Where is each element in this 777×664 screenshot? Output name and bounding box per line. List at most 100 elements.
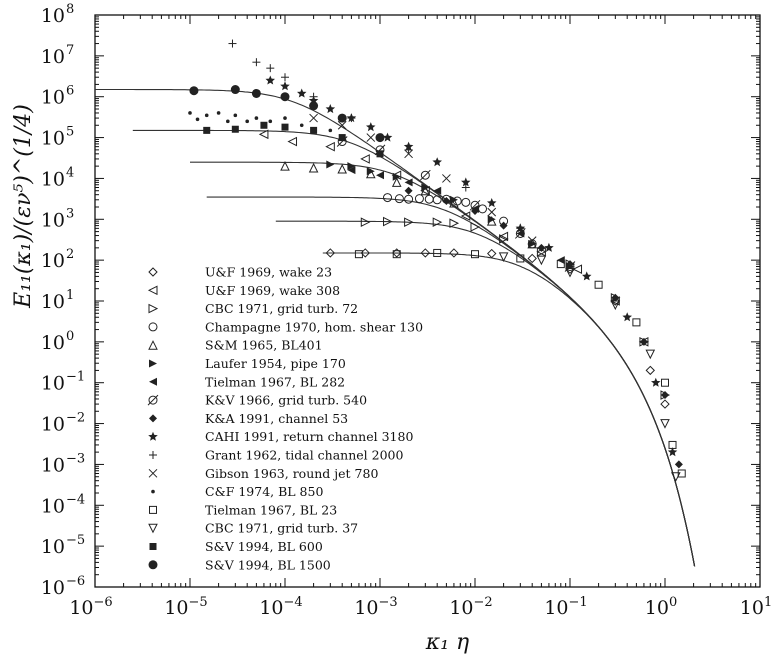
y-tick-label: 10 (41, 128, 65, 150)
marker-shape (326, 160, 335, 169)
data-point (449, 195, 458, 204)
marker-shape (347, 166, 356, 175)
marker-shape (661, 378, 669, 387)
marker-shape (661, 391, 669, 400)
marker-shape (632, 318, 641, 327)
marker-shape (432, 195, 442, 205)
marker-shape (148, 395, 158, 405)
marker-shape (308, 162, 319, 173)
data-point (594, 280, 603, 289)
data-points (188, 39, 686, 482)
marker-shape (325, 141, 335, 152)
marker-shape (148, 340, 158, 350)
y-tick-label: 10 (41, 373, 65, 395)
marker-shape (527, 253, 537, 264)
marker-shape (660, 399, 670, 409)
marker-shape (280, 81, 290, 91)
legend-marker (148, 267, 158, 277)
data-point (204, 113, 209, 118)
data-point (383, 193, 393, 203)
data-point (582, 271, 592, 281)
marker-shape (528, 239, 537, 248)
y-tick-label: 10 (41, 495, 65, 517)
y-tick-label: 10 (41, 577, 65, 599)
marker-shape (376, 171, 384, 180)
data-point (268, 119, 273, 124)
marker-shape (392, 250, 401, 259)
data-point (433, 186, 442, 195)
marker-slash (469, 199, 481, 211)
data-point (544, 242, 554, 252)
marker-shape (328, 128, 333, 133)
data-point (433, 248, 442, 257)
marker-shape (671, 472, 681, 482)
marker-d2 (442, 174, 451, 183)
y-tick-exponent: 5 (66, 125, 74, 140)
data-point (572, 264, 583, 275)
marker-slash (147, 394, 159, 406)
legend-marker (148, 560, 158, 570)
marker-shape (594, 280, 603, 289)
y-tick-label: 10 (41, 414, 65, 436)
data-point (376, 171, 384, 180)
marker-shape (516, 254, 525, 263)
y-tick-label: 10 (41, 250, 65, 272)
marker-shape (203, 126, 211, 134)
marker-shape (432, 217, 443, 227)
data-point (281, 123, 289, 131)
marker-shape (639, 337, 648, 346)
legend-label: Grant 1962, tidal channel 2000 (205, 448, 403, 463)
data-point (404, 149, 413, 159)
marker-shape (376, 150, 384, 158)
data-point (442, 197, 451, 206)
marker-d2 (148, 468, 158, 478)
marker-d2 (527, 236, 537, 246)
marker-shape (195, 117, 200, 122)
marker-shape (337, 113, 347, 123)
data-point (420, 185, 431, 196)
marker-shape (375, 133, 385, 143)
data-point (610, 300, 621, 311)
data-point (280, 81, 290, 91)
marker-shape (383, 193, 393, 203)
data-point (375, 133, 385, 143)
data-point (309, 101, 319, 111)
marker-shape (280, 92, 290, 102)
y-tick-exponent: 7 (66, 43, 74, 58)
data-point (677, 469, 686, 478)
marker-shape (151, 489, 155, 494)
marker-shape (325, 104, 336, 114)
data-point (404, 194, 414, 204)
data-point (651, 377, 661, 387)
marker-shape (245, 119, 249, 124)
marker-shape (442, 197, 451, 206)
data-point (461, 183, 470, 192)
x-tick-label: 10−1 (544, 595, 587, 619)
data-point (420, 248, 431, 258)
data-point (328, 128, 333, 133)
data-point (347, 166, 356, 175)
marker-shape (421, 183, 430, 192)
marker-shape (268, 119, 273, 124)
marker-shape (424, 194, 434, 204)
data-point (499, 221, 508, 230)
data-point (233, 113, 238, 118)
data-point (528, 239, 537, 248)
data-point (308, 162, 319, 173)
data-point (366, 167, 375, 176)
marker-shape (360, 217, 371, 227)
legend-label: K&V 1966, grid turb. 540 (205, 393, 367, 408)
data-point (487, 215, 496, 224)
y-tick-label: 10 (41, 5, 65, 27)
marker-shape (668, 440, 677, 449)
y-tick-label: 10 (41, 168, 65, 190)
data-point (661, 378, 669, 387)
marker-shape (354, 250, 363, 259)
data-point (432, 195, 442, 205)
marker-shape (677, 469, 686, 478)
legend-label: K&A 1991, channel 53 (205, 411, 348, 426)
marker-shape (667, 447, 678, 457)
model-curve (322, 252, 696, 567)
marker-shape (360, 154, 370, 164)
y-tick-exponent: 3 (66, 206, 74, 221)
